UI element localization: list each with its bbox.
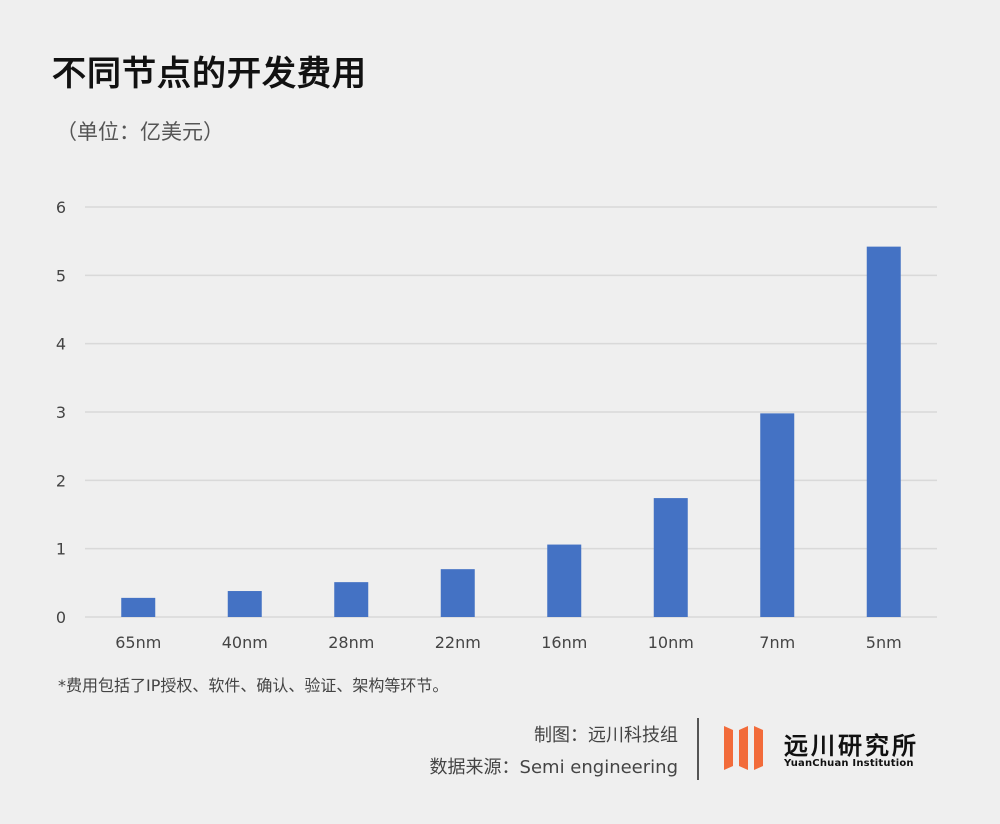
- bar-16nm: [547, 544, 582, 617]
- x-tick-label: 16nm: [541, 633, 587, 652]
- y-tick-label: 4: [56, 335, 66, 354]
- x-tick-label: 28nm: [328, 633, 374, 652]
- chart-title: 不同节点的开发费用: [52, 54, 367, 94]
- bar-10nm: [653, 498, 688, 617]
- x-tick-label: 7nm: [759, 633, 795, 652]
- bar-5nm: [866, 246, 901, 617]
- x-axis-ticks: 65nm 40nm 28nm 22nm 16nm 10nm 7nm 5nm: [115, 633, 902, 652]
- footnote: *费用包括了IP授权、软件、确认、验证、架构等环节。: [58, 676, 449, 695]
- bars: [121, 246, 901, 617]
- divider: [697, 718, 699, 780]
- x-tick-label: 10nm: [648, 633, 694, 652]
- made-by-label: 制图：远川科技组: [534, 725, 678, 746]
- logo-bars-icon: [724, 726, 763, 770]
- x-tick-label: 5nm: [866, 633, 902, 652]
- data-source-label: 数据来源：Semi engineering: [429, 757, 678, 778]
- y-tick-label: 6: [56, 198, 66, 217]
- logo-bar: [739, 726, 748, 770]
- y-axis-ticks: 0 1 2 3 4 5 6: [56, 198, 66, 627]
- x-tick-label: 40nm: [222, 633, 268, 652]
- logo-name-en: YuanChuan Institution: [784, 758, 914, 769]
- x-tick-label: 22nm: [435, 633, 481, 652]
- bar-7nm: [760, 413, 795, 617]
- bar-chart: 0 1 2 3 4 5 6 65nm 40nm 28nm 22nm 16nm 10nm 7nm 5nm: [56, 198, 937, 652]
- y-tick-label: 3: [56, 403, 66, 422]
- gridlines: [85, 206, 937, 618]
- y-tick-label: 1: [56, 540, 66, 559]
- logo-name-cn: 远川研究所: [784, 732, 919, 760]
- y-tick-label: 2: [56, 471, 66, 490]
- credits: 制图：远川科技组 数据来源：Semi engineering: [430, 720, 678, 784]
- y-tick-label: 5: [56, 266, 66, 285]
- bar-40nm: [227, 591, 262, 617]
- bar-65nm: [121, 597, 156, 617]
- unit-label: （单位：亿美元）: [56, 120, 224, 144]
- bar-28nm: [334, 582, 369, 617]
- x-tick-label: 65nm: [115, 633, 161, 652]
- bar-22nm: [440, 569, 475, 617]
- logo-bar: [724, 726, 733, 770]
- logo-bar: [754, 726, 763, 770]
- y-tick-label: 0: [56, 608, 66, 627]
